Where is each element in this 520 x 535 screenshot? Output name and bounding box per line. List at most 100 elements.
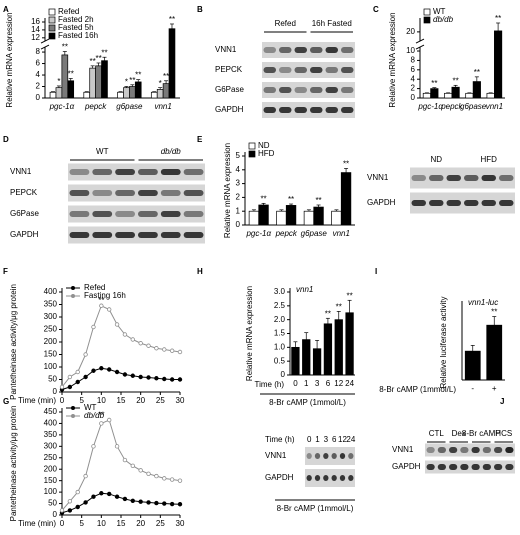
legend-label: Fasted 16h <box>58 31 98 40</box>
band <box>183 190 204 196</box>
significance: ** <box>68 70 74 79</box>
band <box>263 67 276 73</box>
bar <box>323 323 333 376</box>
y-tick-label: 0.5 <box>274 356 286 365</box>
significance: ** <box>431 79 437 88</box>
band <box>446 200 461 206</box>
point <box>91 444 96 449</box>
point <box>67 384 73 390</box>
bar <box>162 83 170 99</box>
x-tick-label: pgc-1α <box>417 102 443 111</box>
point <box>154 473 159 479</box>
y-tick-label: 100 <box>44 362 58 371</box>
bar <box>345 312 354 376</box>
significance: ** <box>474 68 480 77</box>
band <box>481 175 496 181</box>
bar <box>150 91 158 99</box>
legend-swatch <box>48 24 56 32</box>
group-label: 8-Br cAMP <box>462 429 501 438</box>
legend-marker <box>71 286 75 290</box>
point <box>99 366 104 371</box>
significance: ** <box>135 71 141 80</box>
band <box>449 447 458 453</box>
lane-label: 3 <box>324 435 329 444</box>
blot-strip <box>68 226 205 244</box>
band <box>183 211 204 217</box>
x-tick-label: 30 <box>176 396 185 405</box>
significance: ** <box>288 195 294 204</box>
bar <box>49 91 57 99</box>
point <box>177 349 183 355</box>
subtitle: vnn1 <box>296 285 313 294</box>
point <box>138 499 143 504</box>
row-label: VNN1 <box>265 451 287 460</box>
point <box>114 494 120 499</box>
x-axis-title: Time (h) <box>255 380 285 389</box>
group-label: CTL <box>429 429 445 438</box>
lane-label: 12 <box>338 435 347 444</box>
significance: ** <box>336 302 342 311</box>
band <box>69 190 90 196</box>
point <box>169 501 175 507</box>
bar <box>422 92 431 99</box>
bar <box>312 348 322 376</box>
y-tick-label: 50 <box>48 375 57 384</box>
band <box>341 107 354 113</box>
point <box>122 496 128 502</box>
y-tick-label: 2 <box>36 82 41 91</box>
y-tick-label: 300 <box>44 312 58 321</box>
point <box>75 504 80 510</box>
band <box>339 453 346 459</box>
row-label: G6Pase <box>215 85 244 94</box>
series-line <box>61 419 181 511</box>
y-axis-title: Relative mRNA expression <box>245 286 254 381</box>
band <box>323 475 329 481</box>
blot-strip <box>410 192 515 214</box>
band <box>160 211 181 217</box>
significance: ** <box>95 54 101 63</box>
x-tick-label: 20 <box>136 396 145 405</box>
x-tick-label: 25 <box>156 519 165 528</box>
bar <box>89 67 96 99</box>
band <box>449 464 458 470</box>
y-tick-label: 1.0 <box>274 342 286 351</box>
row-label: G6Pase <box>10 209 39 218</box>
row-label: VNN1 <box>215 45 237 54</box>
y-axis-title: Relative mRNA expression <box>223 143 232 238</box>
y-tick-label: 400 <box>44 419 58 428</box>
band <box>92 190 113 196</box>
band <box>429 200 444 206</box>
point <box>146 375 151 380</box>
x-tick-label: 20 <box>136 519 145 528</box>
x-tick-label: g6pase <box>460 102 487 111</box>
significance: ** <box>169 15 175 24</box>
band <box>426 447 435 453</box>
point <box>83 374 88 380</box>
group-label: HFD <box>481 155 498 164</box>
blot-axis-label: Time (h) <box>265 435 295 444</box>
band <box>160 190 181 196</box>
y-tick-label: 150 <box>44 476 58 485</box>
band <box>325 107 338 113</box>
band <box>138 211 158 217</box>
band <box>505 447 514 453</box>
band <box>279 87 292 93</box>
bar <box>129 86 136 99</box>
band <box>279 107 292 113</box>
point <box>169 477 175 482</box>
significance: ** <box>315 196 321 205</box>
bar <box>156 89 164 99</box>
panel-label: A <box>3 5 9 14</box>
band <box>499 200 514 206</box>
y-tick-label: 8 <box>411 56 416 65</box>
significance: ** <box>452 76 458 85</box>
series-line <box>61 305 181 388</box>
group-label: db/db <box>161 147 182 156</box>
legend-swatch <box>248 150 256 158</box>
band <box>183 169 204 175</box>
bar <box>276 210 287 226</box>
point <box>59 384 65 390</box>
band <box>341 87 354 93</box>
x-axis-title: Time (min) <box>18 519 56 528</box>
